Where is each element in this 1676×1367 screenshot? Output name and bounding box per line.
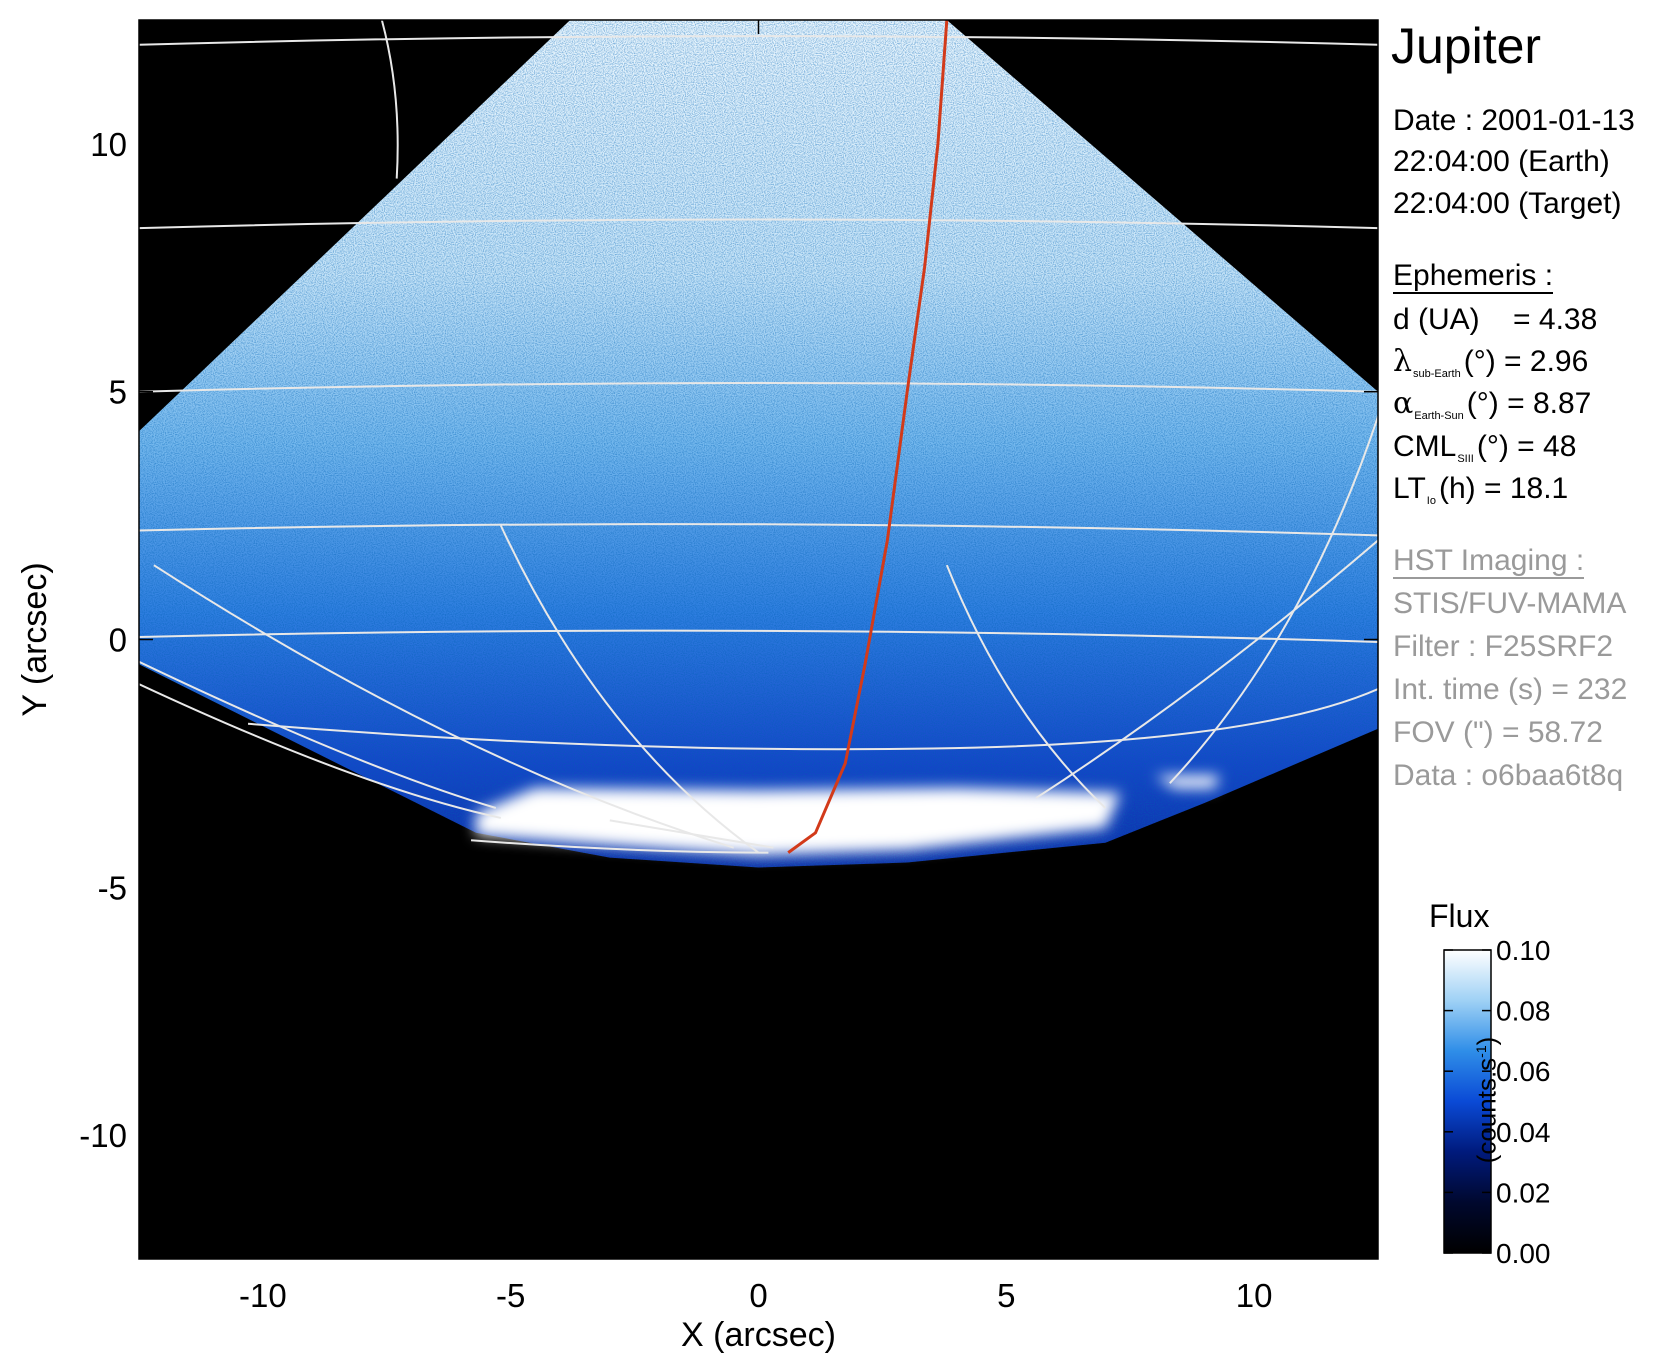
colorbar-tick-label: 0.04 <box>1496 1117 1551 1148</box>
distance-value: = 4.38 <box>1513 303 1598 336</box>
latitude-line <box>139 218 1378 230</box>
colorbar-tick-label: 0.00 <box>1496 1238 1551 1269</box>
colorbar-unit-label: (counts.s-1) <box>1471 1036 1502 1164</box>
longitude-line <box>139 683 501 819</box>
x-axis-label: X (arcsec) <box>681 1316 836 1354</box>
longitude-line <box>499 525 760 854</box>
x-tick-label: 5 <box>997 1277 1015 1314</box>
latitude-line <box>139 629 1378 643</box>
data-id: Data : o6baa6t8q <box>1393 759 1624 792</box>
y-axis-label: Y (arcsec) <box>16 562 54 716</box>
colorbar-gradient <box>1443 949 1492 1254</box>
colorbar-tick-label: 0.08 <box>1496 996 1551 1027</box>
cml-line: CMLSIII (°) = 48 <box>1393 430 1577 465</box>
y-tick-label: 0 <box>109 622 127 659</box>
filter: Filter : F25SRF2 <box>1393 630 1614 663</box>
earth-time: 22:04:00 (Earth) <box>1393 145 1610 178</box>
longitude-line <box>153 564 735 849</box>
distance-label: d (UA) <box>1393 303 1480 336</box>
date-line: Date : 2001-01-13 <box>1393 104 1635 137</box>
auroral-oval <box>476 775 1220 856</box>
longitude-line <box>945 564 1107 809</box>
colorbar-tick-label: 0.02 <box>1496 1177 1551 1208</box>
latitude-line <box>139 35 1378 46</box>
x-tick-label: -5 <box>496 1277 525 1314</box>
lt-line: LTIo (h) = 18.1 <box>1393 472 1569 507</box>
x-tick-label: 10 <box>1236 1277 1273 1314</box>
distance-line: d (UA) = 4.38 <box>1393 300 1597 340</box>
y-tick-label: -10 <box>79 1117 127 1154</box>
longitude-line <box>1169 416 1378 784</box>
x-tick-label: 0 <box>749 1277 767 1314</box>
hst-header: HST Imaging : <box>1393 544 1585 579</box>
target-time: 22:04:00 (Target) <box>1393 187 1622 220</box>
colorbar-tick-label: 0.10 <box>1496 935 1551 966</box>
x-tick-label: -10 <box>239 1277 287 1314</box>
y-tick-label: -5 <box>98 869 127 906</box>
fov: FOV (") = 58.72 <box>1393 716 1603 749</box>
latitude-line <box>139 523 1378 537</box>
longitude-line <box>1035 539 1378 799</box>
alpha-line: αEarth-Sun (°) = 8.87 <box>1393 386 1592 422</box>
latitude-line <box>247 688 1378 751</box>
colorbar: 0.10 0.08 0.06 0.04 0.02 0.00 <box>1443 935 1551 1269</box>
latitude-line <box>139 382 1378 393</box>
longitude-line <box>380 20 399 179</box>
image-noise <box>139 20 1378 868</box>
lambda-line: λsub-Earth (°) = 2.96 <box>1393 344 1589 380</box>
ephemeris-header: Ephemeris : <box>1393 259 1554 294</box>
latitude-line <box>139 660 497 809</box>
io-footprint-line <box>787 20 949 854</box>
instrument: STIS/FUV-MAMA <box>1393 587 1627 620</box>
colorbar-tick-label: 0.06 <box>1496 1056 1551 1087</box>
target-name: Jupiter <box>1391 18 1542 74</box>
longitude-line <box>609 819 774 849</box>
auroral-spot <box>1154 775 1220 789</box>
colorbar-title: Flux <box>1429 898 1490 934</box>
y-tick-label: 10 <box>90 126 127 163</box>
longitude-line <box>470 839 769 854</box>
axes: -10 -5 0 5 10 10 5 0 -5 -10 X (arcsec) Y (arcsec) <box>16 20 1378 1354</box>
y-tick-label: 5 <box>109 374 127 411</box>
plot-area <box>139 20 1378 868</box>
integration-time: Int. time (s) = 232 <box>1393 673 1628 706</box>
auroral-oval-main <box>476 788 1121 856</box>
